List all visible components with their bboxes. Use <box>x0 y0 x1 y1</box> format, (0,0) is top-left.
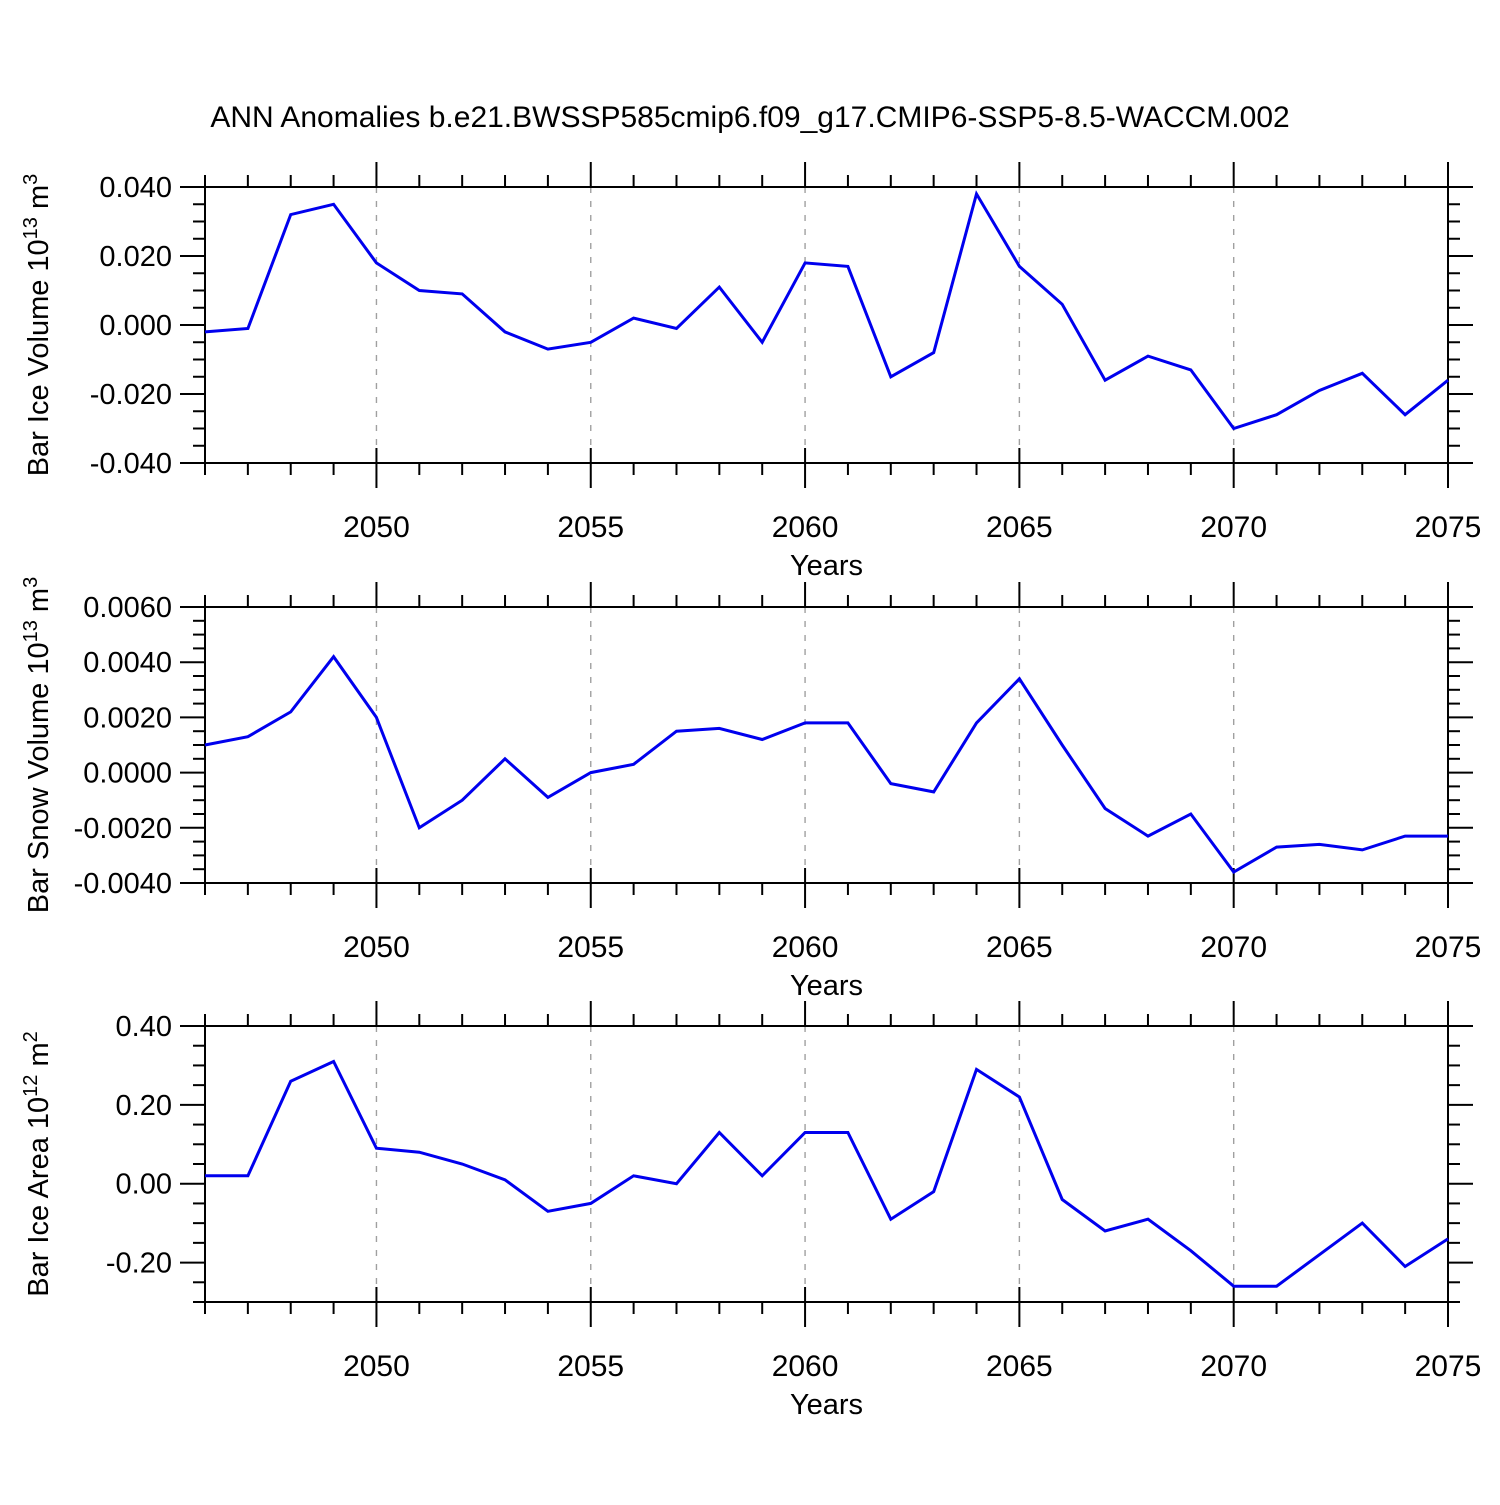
axis-ticks <box>180 1001 1473 1327</box>
x-tick-labels: 2050 2055 2060 2065 2070 2075 <box>343 511 1481 544</box>
y-tick-label: 0.0060 <box>83 592 172 624</box>
x-tick-label: 2055 <box>557 931 624 964</box>
y-axis-label: Bar Ice Area 1012 m2 <box>20 1031 55 1297</box>
y-axis-label: Bar Ice Volume 1013 m3 <box>20 174 55 477</box>
x-tick-label: 2060 <box>772 1350 839 1383</box>
x-tick-label: 2065 <box>986 931 1053 964</box>
x-tick-label: 2060 <box>772 511 839 544</box>
x-tick-label: 2050 <box>343 1350 410 1383</box>
x-axis-label: Years <box>790 550 863 582</box>
x-axis-label: Years <box>790 970 863 1002</box>
gridlines <box>375 187 1235 463</box>
y-tick-label: -0.020 <box>90 379 172 411</box>
bar-ice-volume-series-line <box>204 190 1449 431</box>
x-tick-label: 2075 <box>1415 1350 1482 1383</box>
y-tick-label: -0.0020 <box>74 813 172 845</box>
axis-ticks <box>180 582 1473 908</box>
x-tick-labels: 2050 2055 2060 2065 2070 2075 <box>343 1350 1481 1383</box>
x-tick-label: 2055 <box>557 511 624 544</box>
gridlines <box>375 1026 1235 1302</box>
x-tick-label: 2070 <box>1200 1350 1267 1383</box>
x-tick-label: 2050 <box>343 511 410 544</box>
y-tick-label: 0.020 <box>99 241 172 273</box>
y-tick-label: 0.0040 <box>83 647 172 679</box>
y-tick-label: 0.00 <box>116 1169 172 1201</box>
panel-bar-ice-area: 0.40 0.20 0.00 -0.20 2050 2055 2060 2065 2070 207… <box>20 1001 1481 1421</box>
y-tick-label: 0.000 <box>99 310 172 342</box>
y-tick-label: -0.0040 <box>74 868 172 900</box>
axis-ticks <box>180 162 1473 488</box>
gridlines <box>375 607 1235 883</box>
y-tick-label: -0.20 <box>106 1248 172 1280</box>
x-tick-label: 2055 <box>557 1350 624 1383</box>
plot-border <box>204 1025 1449 1303</box>
y-tick-labels: 0.040 0.020 0.000 -0.020 -0.040 <box>90 172 172 480</box>
x-tick-label: 2070 <box>1200 931 1267 964</box>
figure-title: ANN Anomalies b.e21.BWSSP585cmip6.f09_g1… <box>210 101 1289 134</box>
x-tick-label: 2075 <box>1415 931 1482 964</box>
y-tick-labels: 0.40 0.20 0.00 -0.20 <box>106 1011 172 1280</box>
x-tick-label: 2075 <box>1415 511 1482 544</box>
y-tick-label: 0.0020 <box>83 702 172 734</box>
bar-snow-volume-series-line <box>204 654 1448 874</box>
y-tick-label: 0.040 <box>99 172 172 204</box>
x-tick-label: 2060 <box>772 931 839 964</box>
panel-bar-snow-volume: 0.0060 0.0040 0.0020 0.0000 -0.0020 -0.0040 20… <box>20 577 1481 1002</box>
plot-border <box>204 186 1449 464</box>
y-axis-label: Bar Snow Volume 1013 m3 <box>20 577 55 913</box>
y-tick-labels: 0.0060 0.0040 0.0020 0.0000 -0.0020 -0.0040 <box>74 592 172 900</box>
y-tick-label: 0.40 <box>116 1011 172 1043</box>
y-tick-label: 0.20 <box>116 1090 172 1122</box>
x-axis-label: Years <box>790 1389 863 1421</box>
y-tick-label: 0.0000 <box>83 758 172 790</box>
x-tick-label: 2070 <box>1200 511 1267 544</box>
x-tick-label: 2065 <box>986 1350 1053 1383</box>
x-tick-labels: 2050 2055 2060 2065 2070 2075 <box>343 931 1481 964</box>
x-tick-label: 2065 <box>986 511 1053 544</box>
y-tick-label: -0.040 <box>90 448 172 480</box>
bar-ice-area-series-line <box>205 1059 1449 1288</box>
x-tick-label: 2050 <box>343 931 410 964</box>
